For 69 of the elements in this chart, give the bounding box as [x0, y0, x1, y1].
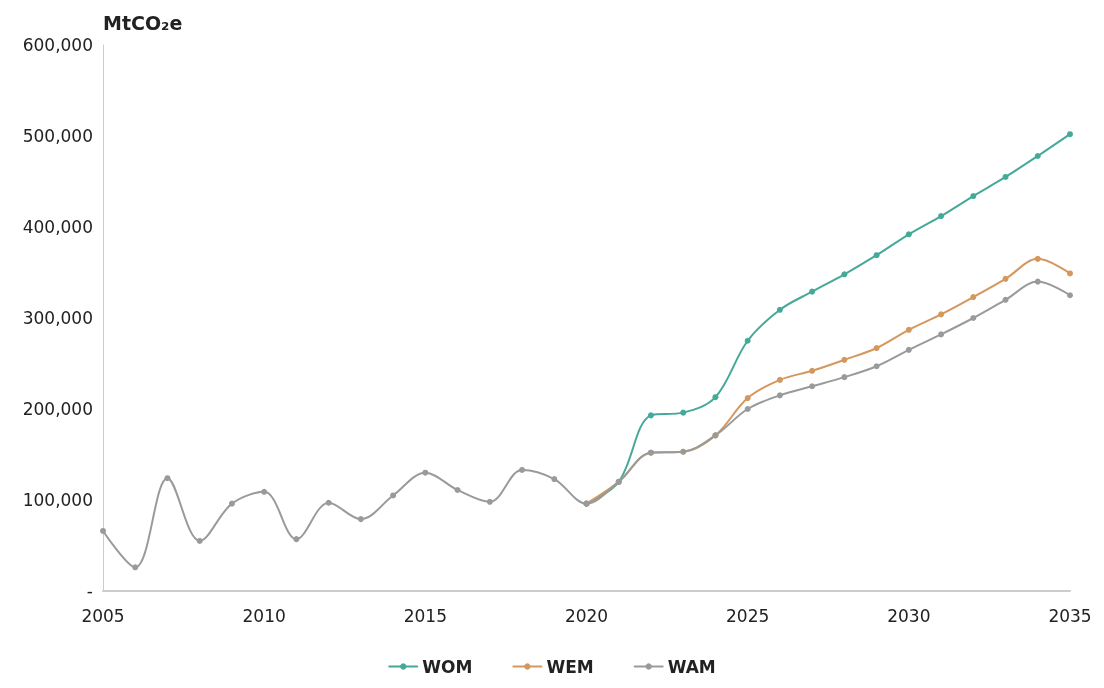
point: [551, 476, 558, 483]
point: [1034, 278, 1041, 285]
point: [970, 315, 977, 321]
y-tick-label: 600,000: [22, 35, 93, 55]
point: [776, 306, 783, 313]
point: [100, 527, 106, 534]
point: [841, 356, 848, 363]
point: [228, 500, 235, 507]
x-tick-label: 2020: [564, 605, 609, 626]
point: [905, 346, 912, 353]
point: [970, 294, 977, 301]
point: [841, 271, 848, 278]
point: [905, 231, 912, 238]
point: [325, 499, 332, 506]
point: [680, 409, 687, 416]
point: [164, 475, 171, 482]
y-tick-label: 300,000: [22, 308, 93, 328]
point: [261, 488, 268, 495]
y-axis-title: MtCO₂e: [103, 11, 183, 34]
point: [744, 337, 751, 344]
x-tick-label: 2005: [81, 605, 125, 626]
point: [776, 392, 783, 399]
point: [809, 367, 816, 374]
point: [1067, 131, 1073, 138]
point: [486, 498, 493, 505]
point: [873, 345, 880, 352]
point: [970, 193, 977, 200]
point: [132, 564, 139, 571]
legend-label: WOM: [422, 656, 473, 677]
point: [1034, 153, 1041, 160]
point: [905, 326, 912, 333]
point: [1002, 296, 1009, 303]
point: [196, 537, 203, 544]
point: [1002, 275, 1009, 282]
point: [1034, 255, 1041, 262]
point: [809, 288, 816, 295]
point: [390, 492, 397, 499]
point: [809, 383, 816, 390]
point: [938, 331, 945, 338]
legend-label: WEM: [546, 656, 594, 677]
y-tick-label: 100,000: [22, 490, 93, 510]
point: [873, 252, 880, 259]
y-tick-label: -: [86, 581, 93, 601]
point: [454, 486, 461, 493]
point: [293, 536, 300, 543]
point: [1002, 173, 1009, 180]
point: [841, 374, 848, 381]
point: [647, 412, 654, 419]
point: [873, 363, 880, 370]
x-tick-label: 2010: [242, 605, 286, 626]
point: [744, 406, 751, 412]
point: [519, 466, 526, 473]
point: [938, 311, 945, 318]
point: [1067, 270, 1073, 277]
x-tick-label: 2025: [726, 605, 770, 626]
point: [422, 469, 429, 476]
point: [744, 395, 751, 402]
y-tick-label: 200,000: [22, 399, 93, 419]
x-tick-label: 2015: [403, 605, 447, 626]
point: [1067, 292, 1073, 299]
y-tick-label: 500,000: [22, 126, 93, 146]
y-tick-label: 400,000: [22, 217, 93, 237]
point: [357, 516, 364, 523]
x-tick-label: 2035: [1048, 605, 1092, 626]
point: [712, 394, 719, 401]
x-tick-label: 2030: [887, 605, 931, 626]
point: [938, 213, 945, 220]
legend-label: WAM: [667, 656, 716, 677]
point: [776, 376, 783, 383]
